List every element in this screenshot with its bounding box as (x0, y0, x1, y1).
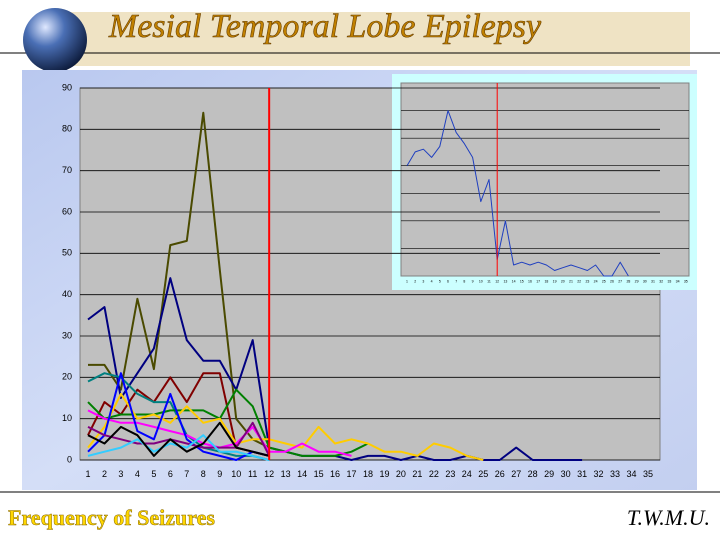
x-tick-label: 7 (455, 280, 457, 284)
x-tick-label: 1 (85, 469, 90, 479)
series-line (87, 421, 270, 457)
y-tick-label: 10 (62, 413, 72, 423)
x-tick-label: 16 (528, 280, 532, 284)
x-tick-label: 19 (379, 469, 389, 479)
x-tick-label: 23 (445, 469, 455, 479)
x-tick-label: 12 (264, 469, 274, 479)
x-tick-label: 30 (561, 469, 571, 479)
x-tick-label: 13 (281, 469, 291, 479)
x-tick-label: 17 (347, 469, 357, 479)
x-tick-label: 9 (472, 280, 474, 284)
series-line (406, 110, 629, 277)
x-tick-label: 29 (635, 280, 639, 284)
y-tick-label: 70 (62, 165, 72, 175)
x-tick-label: 28 (626, 280, 630, 284)
x-tick-label: 26 (495, 469, 505, 479)
x-tick-label: 35 (684, 280, 688, 284)
x-tick-label: 27 (618, 280, 622, 284)
x-tick-label: 11 (487, 280, 491, 284)
x-tick-label: 31 (577, 469, 587, 479)
x-tick-label: 23 (585, 280, 589, 284)
x-tick-label: 20 (561, 280, 565, 284)
series-line (87, 421, 271, 457)
x-tick-label: 19 (553, 280, 557, 284)
x-tick-label: 35 (643, 469, 653, 479)
x-tick-label: 7 (184, 469, 189, 479)
series-line (87, 392, 484, 461)
y-tick-label: 20 (62, 372, 72, 382)
x-tick-label: 3 (118, 469, 123, 479)
credit: T.W.M.U. (627, 505, 710, 530)
y-tick-label: 30 (62, 330, 72, 340)
x-tick-label: 22 (577, 280, 581, 284)
y-tick-label: 60 (62, 206, 72, 216)
x-tick-label: 34 (627, 469, 637, 479)
x-tick-label: 6 (168, 469, 173, 479)
inset-grid (401, 110, 689, 249)
x-tick-label: 12 (495, 280, 499, 284)
y-tick-label: 80 (62, 124, 72, 134)
x-tick-label: 5 (439, 280, 441, 284)
x-tick-label: 32 (594, 469, 604, 479)
x-tick-label: 10 (231, 469, 241, 479)
x-tick-label: 13 (503, 280, 507, 284)
x-tick-label: 5 (151, 469, 156, 479)
footer-title: Frequency of Seizures (8, 505, 215, 530)
x-tick-label: 27 (511, 469, 521, 479)
x-tick-label: 30 (643, 280, 647, 284)
x-tick-label: 26 (610, 280, 614, 284)
y-tick-label: 90 (62, 82, 72, 92)
x-tick-label: 8 (463, 280, 465, 284)
x-tick-label: 15 (314, 469, 324, 479)
x-tick-label: 20 (396, 469, 406, 479)
x-tick-label: 33 (667, 280, 671, 284)
slide-title: Mesial Temporal Lobe Epilepsy (108, 8, 542, 45)
x-tick-label: 18 (363, 469, 373, 479)
inset-plot (400, 82, 690, 277)
x-tick-label: 25 (478, 469, 488, 479)
x-tick-label: 34 (676, 280, 680, 284)
x-tick-label: 16 (330, 469, 340, 479)
x-tick-label: 11 (248, 469, 257, 479)
x-tick-label: 15 (520, 280, 524, 284)
y-tick-label: 40 (62, 289, 72, 299)
x-tick-label: 25 (602, 280, 606, 284)
x-tick-label: 31 (651, 280, 655, 284)
x-tick-label: 33 (610, 469, 620, 479)
globe (23, 8, 87, 72)
x-tick-label: 4 (431, 280, 433, 284)
y-tick-label: 0 (67, 454, 72, 464)
x-tick-label: 6 (447, 280, 449, 284)
x-tick-label: 29 (544, 469, 554, 479)
title-band (60, 12, 690, 66)
x-tick-label: 2 (414, 280, 416, 284)
x-tick-label: 32 (659, 280, 663, 284)
x-tick-label: 28 (528, 469, 538, 479)
x-tick-label: 14 (297, 469, 307, 479)
x-tick-label: 14 (512, 280, 516, 284)
x-tick-label: 2 (102, 469, 107, 479)
x-tick-label: 4 (135, 469, 140, 479)
x-tick-label: 24 (594, 280, 598, 284)
series-line (87, 372, 270, 461)
x-tick-label: 21 (569, 280, 573, 284)
y-tick-label: 50 (62, 248, 72, 258)
x-tick-label: 1 (406, 280, 408, 284)
x-tick-label: 21 (412, 469, 422, 479)
x-tick-label: 18 (544, 280, 548, 284)
x-tick-label: 8 (201, 469, 206, 479)
x-tick-label: 9 (217, 469, 222, 479)
x-tick-label: 3 (422, 280, 424, 284)
x-tick-label: 17 (536, 280, 540, 284)
x-tick-label: 22 (429, 469, 439, 479)
x-tick-label: 10 (479, 280, 483, 284)
x-tick-label: 24 (462, 469, 472, 479)
